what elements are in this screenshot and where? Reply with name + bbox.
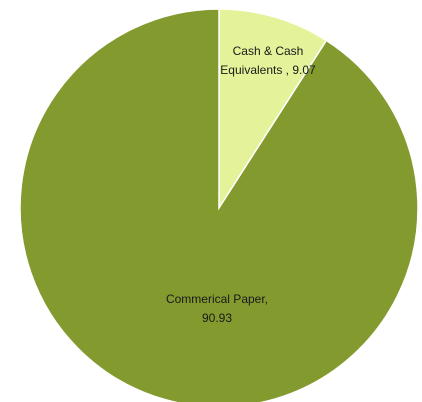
pie-slice-cash-cash-equivalents	[218, 8, 328, 211]
slice-label-cash-line1: Cash & Cash	[233, 44, 304, 58]
slice-label-commercial-paper-line2: 90.93	[202, 311, 232, 325]
slice-label-cash-line2: Equivalents , 9.07	[220, 63, 316, 77]
pie-slice-commerical-paper	[19, 8, 419, 402]
pie-slices	[19, 8, 419, 402]
slice-label-commercial-paper-line1: Commerical Paper,	[166, 292, 268, 306]
